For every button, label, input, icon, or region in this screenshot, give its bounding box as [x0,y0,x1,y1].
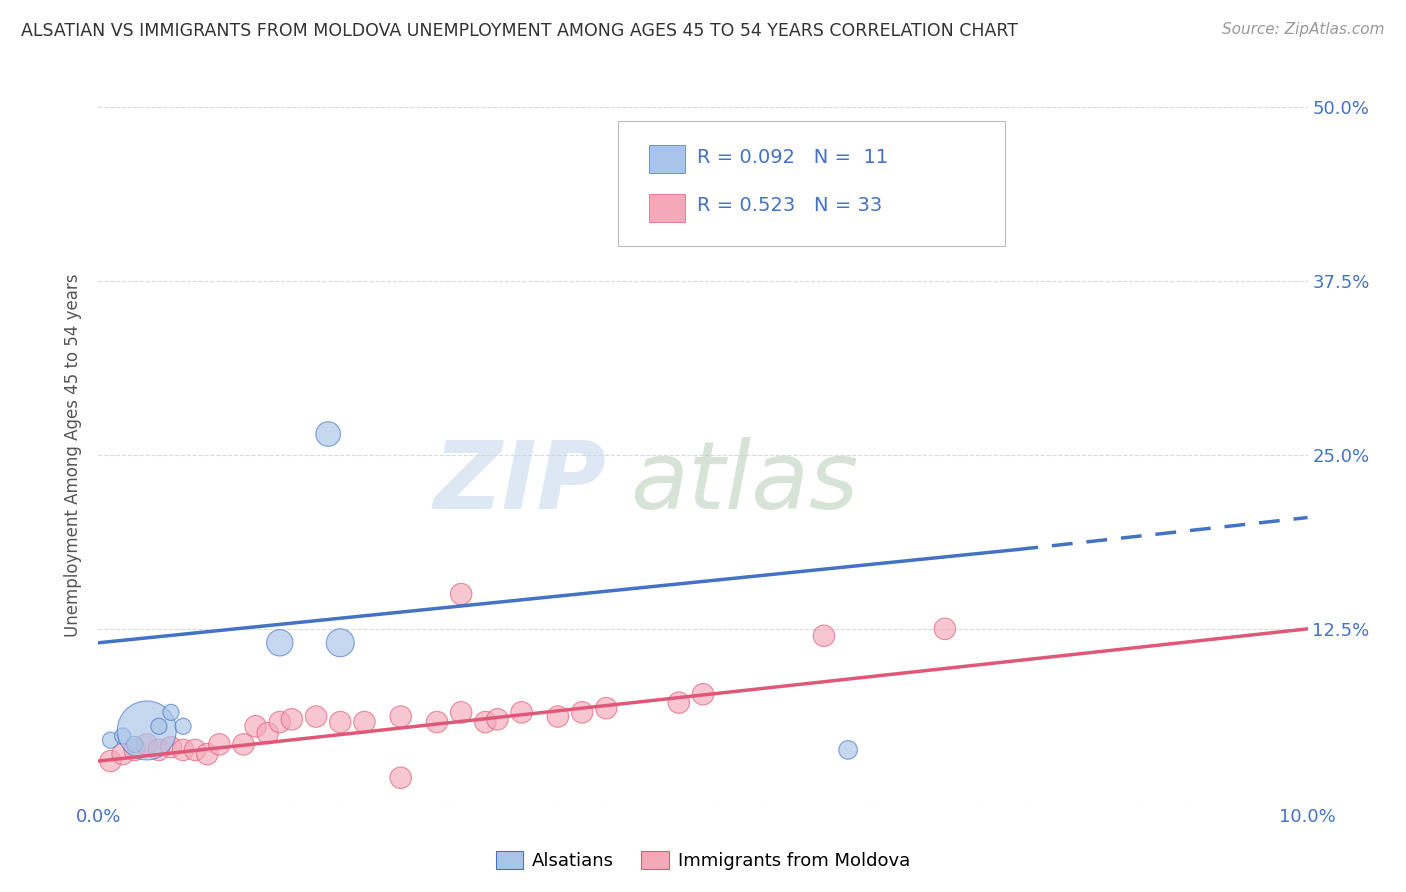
Point [595,701,617,715]
Point [148,719,170,733]
Point [135,737,157,751]
Point [208,737,231,751]
Text: Source: ZipAtlas.com: Source: ZipAtlas.com [1222,22,1385,37]
Y-axis label: Unemployment Among Ages 45 to 54 years: Unemployment Among Ages 45 to 54 years [65,273,83,637]
Point [281,712,304,726]
Point [934,622,956,636]
FancyBboxPatch shape [619,121,1005,246]
Text: ZIP: ZIP [433,437,606,529]
Point [124,737,146,751]
Point [195,747,218,761]
Point [571,706,593,720]
Point [837,743,859,757]
Point [111,729,134,743]
Point [692,687,714,701]
Point [245,719,267,733]
Point [135,723,157,738]
Point [172,743,194,757]
Point [389,771,412,785]
Point [510,706,533,720]
Point [316,427,339,442]
Point [184,743,207,757]
Point [160,740,183,755]
Point [426,715,449,730]
Point [474,715,496,730]
Point [389,709,412,723]
Point [668,696,690,710]
Point [111,747,134,761]
Point [353,715,375,730]
Point [232,737,254,751]
Text: ALSATIAN VS IMMIGRANTS FROM MOLDOVA UNEMPLOYMENT AMONG AGES 45 TO 54 YEARS CORRE: ALSATIAN VS IMMIGRANTS FROM MOLDOVA UNEM… [21,22,1018,40]
Text: R = 0.092   N =  11: R = 0.092 N = 11 [697,148,889,167]
Point [269,715,291,730]
Point [450,706,472,720]
Point [486,712,509,726]
Bar [648,194,685,222]
Point [329,636,352,650]
Point [100,754,122,768]
Point [160,706,183,720]
Point [100,733,122,747]
Point [172,719,194,733]
Point [450,587,472,601]
Bar [648,145,685,173]
Point [329,715,352,730]
Point [547,709,569,723]
Point [148,743,170,757]
Point [124,743,146,757]
Legend: Alsatians, Immigrants from Moldova: Alsatians, Immigrants from Moldova [489,844,917,877]
Point [305,709,328,723]
Point [813,629,835,643]
Text: atlas: atlas [630,437,859,528]
Text: R = 0.523   N = 33: R = 0.523 N = 33 [697,196,882,215]
Point [269,636,291,650]
Point [256,726,278,740]
